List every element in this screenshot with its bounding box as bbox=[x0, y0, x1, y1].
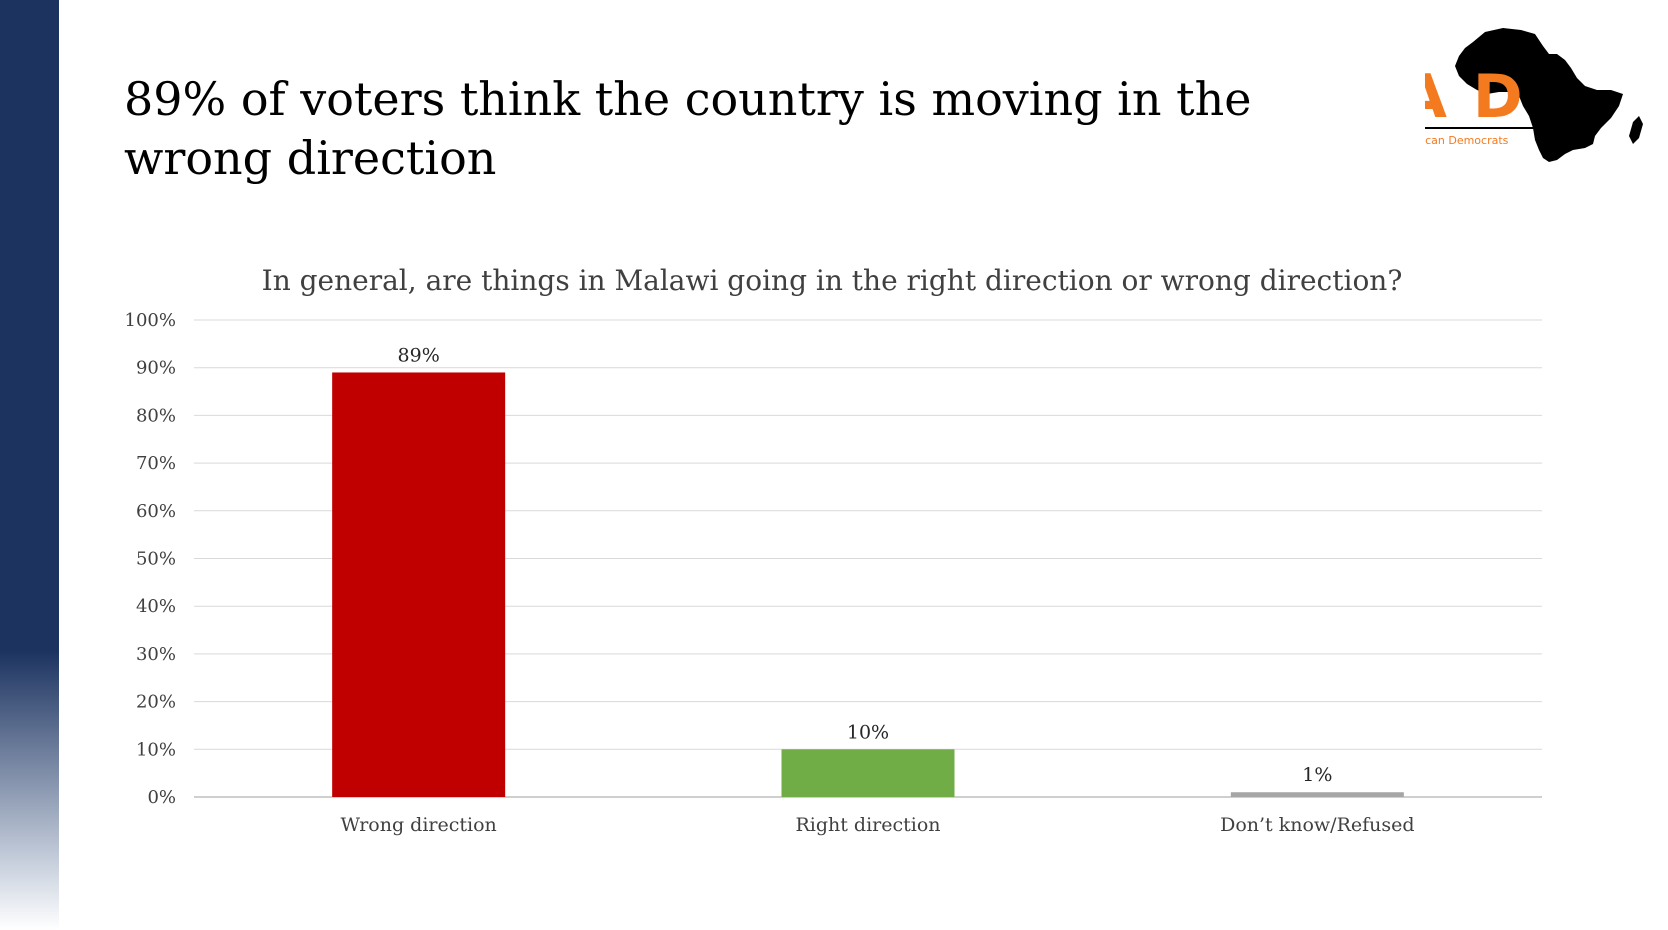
bar-don-t-know-refused bbox=[1230, 792, 1404, 797]
y-tick-label: 0% bbox=[147, 787, 176, 808]
bar-wrong-direction bbox=[332, 372, 506, 797]
y-tick-label: 10% bbox=[136, 739, 176, 760]
y-tick-label: 30% bbox=[136, 644, 176, 665]
slide-title: 89% of voters think the country is movin… bbox=[124, 72, 1252, 185]
pad-logo: PAD Platform for African Democrats bbox=[1425, 28, 1643, 162]
y-tick-label: 20% bbox=[136, 692, 176, 713]
logo-letters: PAD bbox=[1425, 62, 1549, 132]
logo-tagline: Platform for African Democrats bbox=[1425, 134, 1509, 147]
madagascar-shape bbox=[1629, 116, 1643, 144]
y-tick-label: 60% bbox=[136, 501, 176, 522]
data-label: 89% bbox=[398, 344, 440, 366]
y-tick-label: 40% bbox=[136, 596, 176, 617]
y-tick-label: 90% bbox=[136, 358, 176, 379]
y-tick-label: 80% bbox=[136, 405, 176, 426]
category-label: Right direction bbox=[795, 814, 940, 836]
grid-lines bbox=[194, 319, 1542, 798]
category-label: Don’t know/Refused bbox=[1220, 814, 1414, 836]
data-labels: 89% 10% 1% bbox=[398, 344, 1333, 786]
y-tick-label: 50% bbox=[136, 549, 176, 570]
chart-title: In general, are things in Malawi going i… bbox=[262, 264, 1403, 297]
bars bbox=[332, 372, 1404, 797]
y-tick-label: 70% bbox=[136, 453, 176, 474]
category-labels: Wrong direction Right direction Don’t know… bbox=[341, 814, 1415, 836]
sidebar-accent bbox=[0, 0, 59, 930]
category-label: Wrong direction bbox=[341, 814, 497, 836]
data-label: 10% bbox=[847, 721, 889, 743]
data-label: 1% bbox=[1302, 764, 1332, 786]
y-axis-ticks: 0% 10% 20% 30% 40% 50% 60% 70% 80% 90% 100% bbox=[125, 310, 176, 808]
africa-map-icon bbox=[1455, 28, 1623, 162]
bar-right-direction bbox=[781, 749, 955, 797]
y-tick-label: 100% bbox=[125, 310, 176, 331]
